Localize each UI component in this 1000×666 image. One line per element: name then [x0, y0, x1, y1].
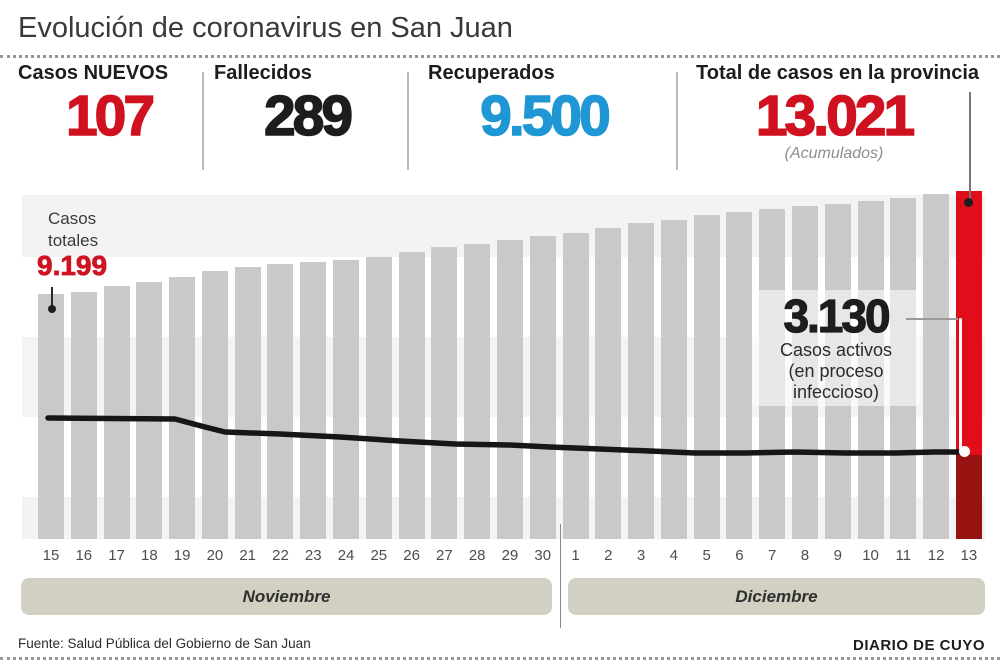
bar [169, 277, 196, 539]
bar [300, 262, 327, 539]
stat-recovered: Recuperados 9.500 [428, 62, 660, 172]
last-bar-top-dot [964, 198, 973, 207]
bar [431, 247, 458, 539]
date-label: 6 [735, 547, 744, 564]
bar [923, 194, 950, 539]
date-axis: 15 16 17 18 19 20 21 22 23 24 25 26 27 28 29 30 1 2 3 4 5 6 7 8… [38, 547, 982, 564]
bar [529, 236, 556, 539]
month-label-december: Diciembre [735, 586, 818, 606]
date-label: 19 [173, 547, 191, 564]
date-label: 23 [304, 547, 322, 564]
stat-divider [407, 72, 409, 170]
month-band-december: Diciembre [568, 578, 985, 615]
active-cases-annotation: 3.130 Casos activos (en proceso infeccio… [752, 290, 920, 407]
bar [267, 264, 294, 539]
bar [103, 286, 130, 539]
top-dotted-divider [0, 55, 1000, 58]
date-label: 27 [436, 547, 453, 564]
first-bar-pointer-dot [48, 305, 56, 313]
bar [365, 257, 392, 539]
date-label: 7 [768, 547, 777, 564]
date-label: 8 [800, 547, 810, 564]
date-label: 2 [604, 547, 613, 564]
date-label: 30 [534, 547, 552, 564]
bar [693, 215, 720, 539]
bottom-dotted-divider [0, 657, 1000, 660]
active-annotation-connector-horizontal [906, 318, 958, 320]
date-label: 10 [862, 547, 879, 564]
date-label: 9 [833, 547, 842, 564]
bar [201, 271, 228, 539]
date-label: 11 [895, 547, 912, 564]
date-label: 15 [42, 547, 60, 564]
source-credit: Fuente: Salud Pública del Gobierno de Sa… [18, 636, 311, 651]
total-cases-label-line2: totales [48, 231, 99, 251]
bar [234, 267, 261, 539]
date-label: 26 [403, 547, 420, 564]
stat-divider [676, 72, 678, 170]
first-bar-pointer-line [51, 287, 53, 306]
date-label: 29 [501, 547, 519, 564]
stat-value: 289 [263, 84, 354, 148]
stat-label: Recuperados [428, 62, 555, 84]
active-cases-text: Casos activos (en proceso infeccioso) [752, 340, 920, 402]
stat-deaths: Fallecidos 289 [214, 62, 400, 172]
date-label: 3 [636, 547, 646, 564]
date-label: 18 [141, 547, 158, 564]
date-label: 20 [206, 547, 224, 564]
stat-label: Total de casos en la provincia [696, 62, 980, 84]
date-label: 17 [108, 547, 125, 564]
bar [464, 244, 491, 539]
total-cases-label-line1: Casos [48, 209, 97, 228]
stat-value: 9.500 [479, 84, 611, 148]
page-title: Evolución de coronavirus en San Juan [18, 12, 513, 44]
active-annotation-connector-vertical [959, 318, 962, 450]
active-cases-line1: Casos activos [779, 340, 893, 361]
stat-divider [202, 72, 204, 170]
bar [562, 233, 589, 539]
month-label-november: Noviembre [242, 586, 331, 606]
bar [70, 292, 97, 539]
stat-new-cases: Casos NUEVOS 107 [18, 62, 200, 172]
bar [496, 240, 523, 539]
active-cases-line3: infeccioso) [792, 381, 880, 402]
date-label: 24 [337, 547, 355, 564]
date-label: 22 [272, 547, 289, 564]
date-label: 13 [960, 547, 978, 564]
date-label: 12 [927, 547, 945, 564]
month-band-november: Noviembre [21, 578, 552, 615]
total-cases-connector-line [969, 92, 971, 202]
bar [136, 282, 163, 539]
stat-total: Total de casos en la provincia 13.021 (A… [696, 62, 980, 172]
bar [333, 260, 360, 539]
date-label: 1 [571, 547, 580, 564]
stat-value: 13.021 [755, 84, 916, 148]
bar [726, 212, 753, 539]
bar [595, 228, 622, 539]
line-end-dot [959, 446, 970, 457]
active-cases-value: 3.130 [783, 290, 891, 342]
stat-label: Casos NUEVOS [18, 62, 169, 84]
total-cases-label: Casos totales [48, 208, 98, 252]
first-bar-value: 9.199 [37, 250, 108, 282]
bar [628, 223, 655, 539]
date-label: 16 [75, 547, 93, 564]
month-divider-line [560, 524, 561, 628]
date-label: 21 [239, 547, 257, 564]
stat-value: 107 [65, 84, 156, 148]
bar [398, 252, 425, 539]
stat-note: (Acumulados) [784, 145, 884, 163]
brand-name: DIARIO DE CUYO [852, 637, 985, 654]
date-label: 28 [468, 547, 486, 564]
bar [660, 220, 687, 539]
date-label: 25 [370, 547, 388, 564]
stat-label: Fallecidos [214, 62, 312, 84]
bar [38, 294, 64, 539]
date-label: 5 [702, 547, 711, 564]
active-cases-line2: (en proceso [788, 360, 884, 381]
date-label: 4 [669, 547, 679, 564]
